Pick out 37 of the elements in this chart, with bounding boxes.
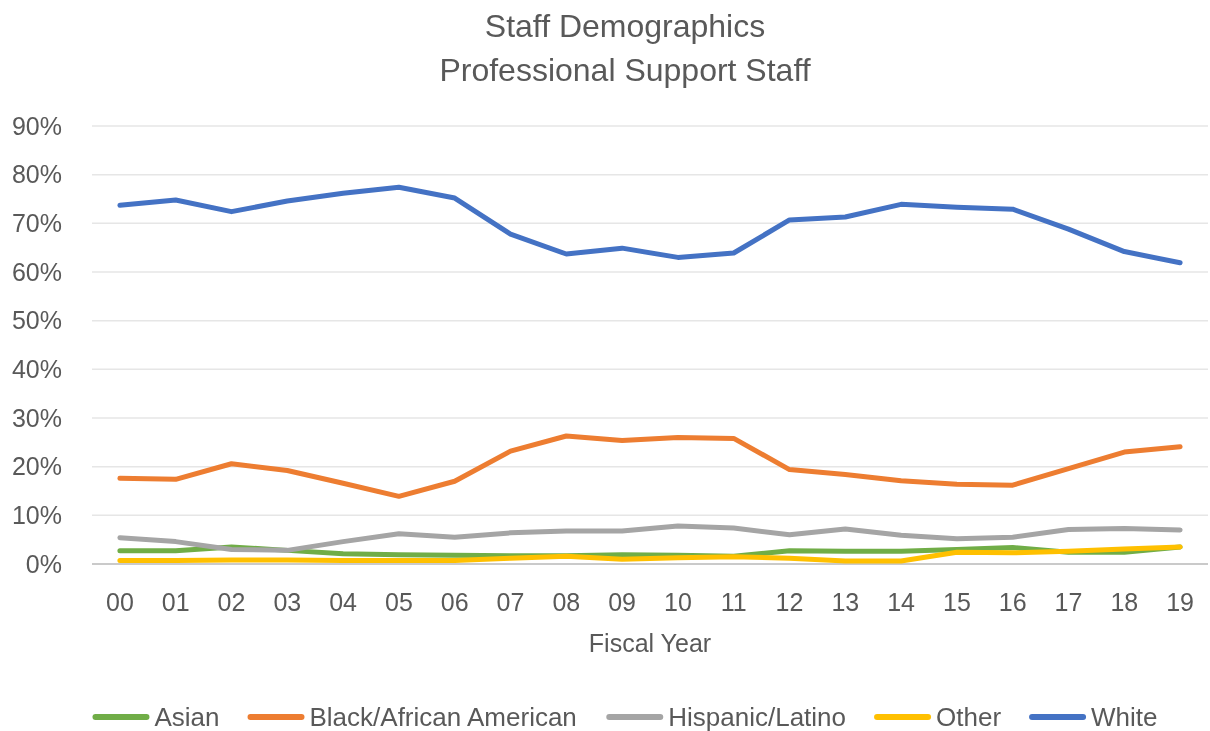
x-tick-label: 08 bbox=[552, 588, 581, 616]
y-tick-label: 70% bbox=[11, 209, 62, 238]
x-tick-label: 15 bbox=[942, 588, 971, 616]
x-tick-label: 03 bbox=[273, 588, 302, 616]
y-tick-label: 20% bbox=[11, 452, 62, 481]
legend-label: Other bbox=[936, 702, 1002, 731]
x-tick-label: 14 bbox=[887, 588, 916, 616]
y-tick-label: 80% bbox=[11, 160, 62, 189]
y-tick-label: 30% bbox=[11, 403, 62, 432]
x-tick-label: 10 bbox=[663, 588, 692, 616]
y-tick-label: 90% bbox=[11, 111, 62, 140]
chart-title: Staff Demographics Professional Support Staff bbox=[439, 8, 811, 88]
y-tick-label: 10% bbox=[11, 501, 62, 530]
x-tick-label: 06 bbox=[440, 588, 469, 616]
x-tick-label: 02 bbox=[217, 588, 246, 616]
x-tick-label: 13 bbox=[831, 588, 860, 616]
x-tick-label: 19 bbox=[1166, 588, 1195, 616]
x-tick-label: 11 bbox=[720, 588, 747, 616]
x-tick-label: 00 bbox=[105, 588, 134, 616]
x-tick-label: 01 bbox=[161, 588, 190, 616]
x-tick-label: 05 bbox=[384, 588, 413, 616]
x-tick-label: 18 bbox=[1110, 588, 1139, 616]
y-tick-label: 50% bbox=[11, 306, 62, 335]
x-axis-title: Fiscal Year bbox=[588, 629, 712, 657]
legend-label: Hispanic/Latino bbox=[668, 702, 847, 731]
y-tick-label: 60% bbox=[11, 257, 62, 286]
y-tick-label: 0% bbox=[25, 549, 62, 578]
legend-label: White bbox=[1091, 702, 1158, 731]
x-tick-label: 09 bbox=[608, 588, 637, 616]
x-tick-label: 16 bbox=[998, 588, 1027, 616]
y-tick-label: 40% bbox=[11, 355, 62, 384]
x-tick-label: 17 bbox=[1054, 588, 1083, 616]
x-tick-label: 04 bbox=[329, 588, 358, 616]
legend-label: Asian bbox=[154, 702, 220, 731]
legend-label: Black/African American bbox=[309, 702, 577, 731]
x-tick-label: 12 bbox=[775, 588, 804, 616]
x-tick-label: 07 bbox=[496, 588, 525, 616]
